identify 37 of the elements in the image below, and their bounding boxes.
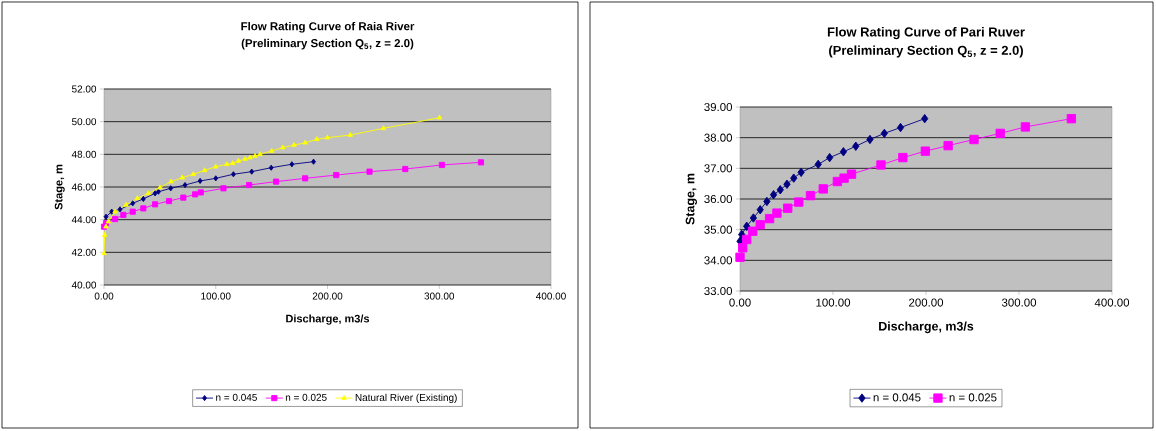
legend-label: n = 0.025	[285, 393, 327, 401]
y-tick-label: 37.00	[704, 164, 733, 173]
x-tick-label: 300.00	[424, 292, 455, 300]
chart-title: Flow Rating Curve of Pari Ruver	[827, 26, 1025, 40]
x-axis-title: Discharge, m3/s	[286, 314, 370, 325]
x-tick-label: 100.00	[816, 298, 851, 307]
chart-title: Flow Rating Curve of Raia River	[241, 21, 415, 33]
y-axis-title: Stage, m	[685, 173, 697, 225]
y-tick-label: 48.00	[71, 150, 97, 158]
legend-label: n = 0.025	[949, 393, 997, 402]
y-tick-label: 34.00	[704, 256, 733, 265]
y-tick-label: 39.00	[704, 102, 733, 112]
chart-subtitle: (Preliminary Section Q$_{5}$, z = 2.0)	[829, 45, 1023, 58]
y-tick-label: 33.00	[704, 286, 733, 296]
y-tick-label: 44.00	[71, 216, 97, 224]
x-tick-label: 400.00	[536, 292, 566, 300]
x-tick-label: 200.00	[312, 292, 343, 300]
y-axis-title: Stage, m	[54, 164, 65, 210]
x-tick-label: 0.00	[94, 292, 114, 300]
chart-subtitle: (Preliminary Section Q$_{5}$, z = 2.0)	[241, 38, 414, 50]
legend-label: Natural River (Existing)	[355, 393, 457, 404]
legend-label: n = 0.045	[216, 393, 257, 401]
y-tick-label: 50.00	[71, 118, 97, 126]
y-tick-label: 42.00	[71, 248, 97, 256]
y-tick-label: 35.00	[704, 225, 733, 234]
y-tick-label: 38.00	[704, 133, 733, 142]
y-tick-label: 52.00	[71, 85, 97, 93]
y-tick-label: 36.00	[704, 194, 733, 204]
y-tick-label: 46.00	[71, 183, 97, 191]
x-tick-label: 400.00	[1094, 298, 1130, 307]
legend-label: n = 0.045	[873, 393, 921, 402]
x-tick-label: 200.00	[909, 298, 944, 307]
x-tick-label: 100.00	[201, 292, 231, 300]
x-tick-label: 300.00	[1001, 298, 1037, 307]
x-tick-label: 0.00	[729, 298, 751, 307]
x-axis-title: Discharge, m3/s	[879, 321, 974, 334]
y-tick-label: 40.00	[71, 281, 97, 289]
